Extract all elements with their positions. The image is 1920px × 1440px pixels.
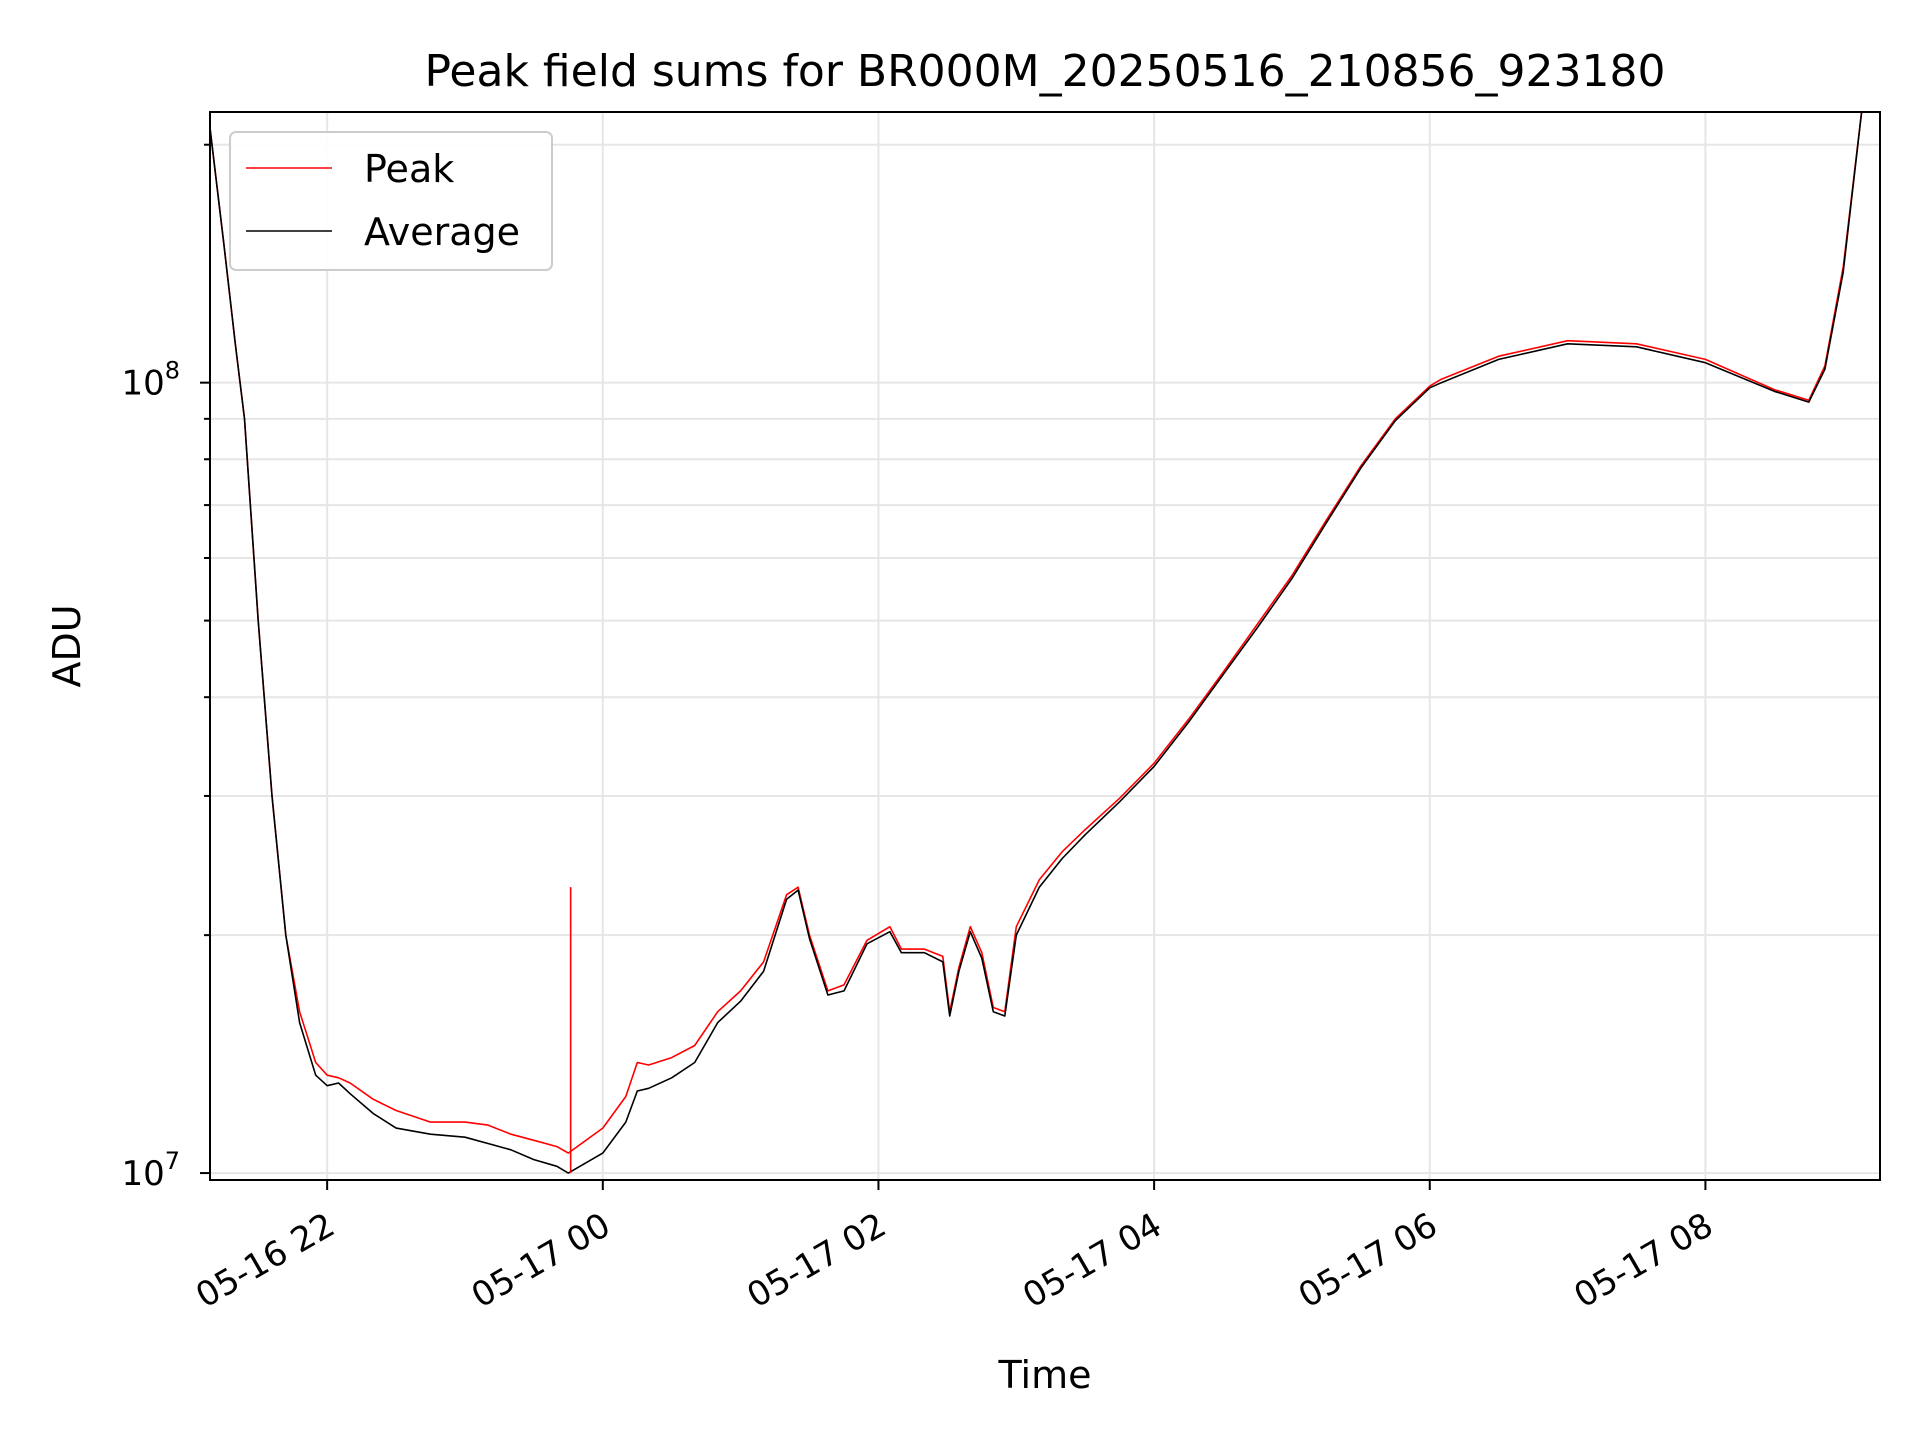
y-tick-exponent: 7 <box>165 1147 180 1175</box>
legend-box <box>229 131 553 271</box>
grid-layer <box>210 112 1880 1180</box>
y-axis-label: ADU <box>45 604 89 687</box>
legend-label-peak: Peak <box>364 147 454 191</box>
plot-frame <box>209 111 1881 1181</box>
series-layer <box>209 111 1863 1174</box>
y-tick-exponent: 8 <box>165 357 180 385</box>
series-line-peak <box>209 111 1863 1154</box>
legend: Peak Average <box>229 131 553 271</box>
x-axis-label: Time <box>998 1353 1092 1397</box>
chart-title: Peak field sums for BR000M_20250516_2108… <box>424 46 1665 97</box>
legend-label-average: Average <box>364 210 520 254</box>
series-line-average <box>209 111 1863 1174</box>
